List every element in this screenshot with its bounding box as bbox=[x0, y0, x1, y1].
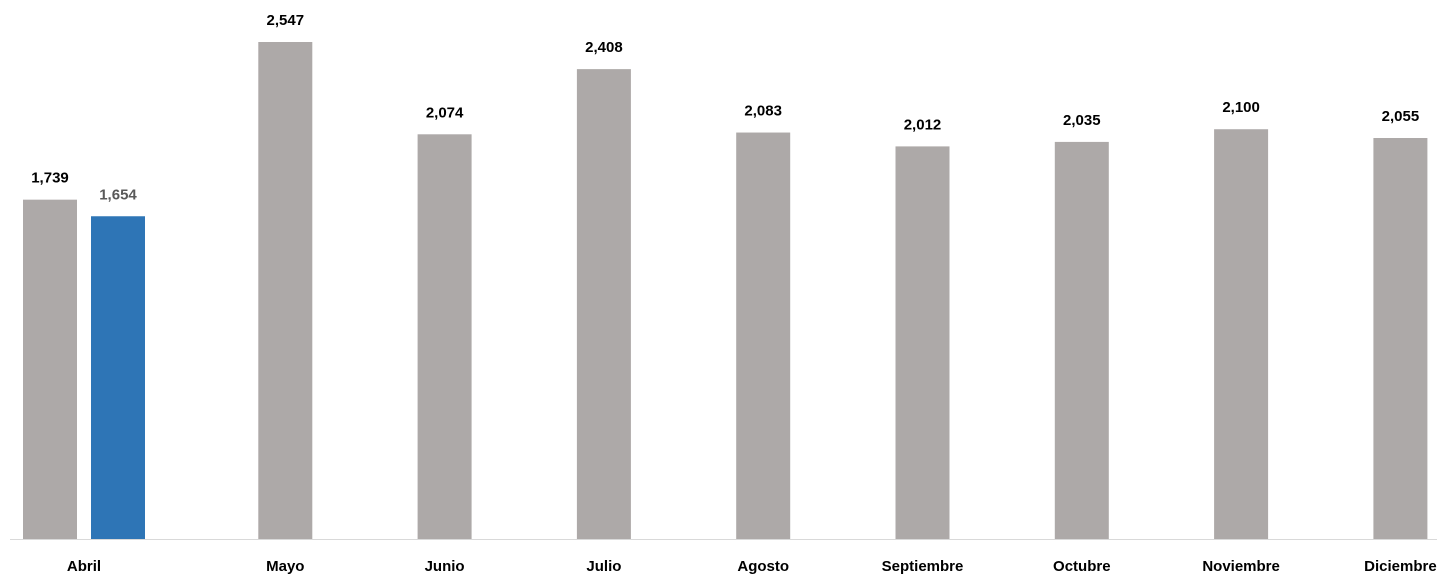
bar-diciembre-series-1 bbox=[1373, 138, 1428, 540]
category-label-octubre: Octubre bbox=[1053, 558, 1111, 575]
bar-octubre-series-1 bbox=[1054, 141, 1109, 539]
category-label-septiembre: Septiembre bbox=[882, 558, 964, 575]
bar-abril-series-2 bbox=[91, 216, 145, 540]
data-label-septiembre-series-1: 2,012 bbox=[904, 116, 942, 133]
category-label-julio: Julio bbox=[586, 558, 621, 575]
data-label-abril-series-2: 1,654 bbox=[99, 186, 137, 203]
category-label-mayo: Mayo bbox=[266, 558, 304, 575]
category-label-agosto: Agosto bbox=[737, 558, 789, 575]
bar-mayo-series-1 bbox=[258, 42, 313, 539]
data-label-octubre-series-1: 2,035 bbox=[1063, 112, 1101, 129]
bar-abril-series-1 bbox=[23, 199, 77, 540]
bar-agosto-series-1 bbox=[736, 132, 791, 540]
data-label-mayo-series-1: 2,547 bbox=[267, 12, 305, 29]
data-label-noviembre-series-1: 2,100 bbox=[1222, 99, 1260, 116]
bar-julio-series-1 bbox=[576, 69, 631, 539]
bar-noviembre-series-1 bbox=[1214, 129, 1269, 539]
category-label-junio: Junio bbox=[425, 558, 465, 575]
category-label-abril: Abril bbox=[67, 558, 101, 575]
bar-junio-series-1 bbox=[417, 134, 472, 539]
category-label-noviembre: Noviembre bbox=[1202, 558, 1280, 575]
data-label-junio-series-1: 2,074 bbox=[426, 104, 464, 121]
data-label-diciembre-series-1: 2,055 bbox=[1382, 108, 1420, 125]
data-label-agosto-series-1: 2,083 bbox=[744, 103, 782, 120]
category-label-diciembre: Diciembre bbox=[1364, 558, 1437, 575]
bar-septiembre-series-1 bbox=[895, 146, 950, 539]
data-label-julio-series-1: 2,408 bbox=[585, 39, 623, 56]
data-label-abril-series-1: 1,739 bbox=[31, 170, 69, 187]
